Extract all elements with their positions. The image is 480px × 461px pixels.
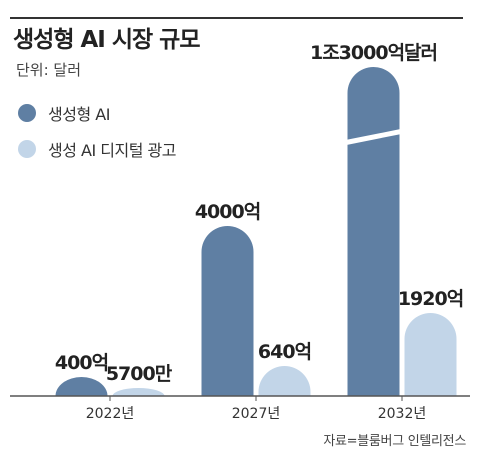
source-note: 자료=블룸버그 인텔리전스: [323, 434, 466, 449]
title-rule: [10, 17, 463, 19]
legend-swatch-light: [18, 140, 36, 158]
x-tick-label: 2022년: [86, 406, 135, 422]
unit-label: 단위: 달러: [16, 61, 82, 79]
x-tick-label: 2032년: [378, 406, 427, 422]
legend-item-generative-ai: 생성형 AI: [18, 101, 110, 125]
bar-value-label: 4000억: [195, 201, 260, 223]
legend-label: 생성형 AI: [48, 105, 110, 124]
chart-title: 생성형 AI 시장 규모: [13, 27, 200, 53]
bar-digital-ad-2: [404, 313, 457, 396]
bar-generative-ai-2: [347, 67, 400, 396]
legend-item-digital-ad: 생성 AI 디지털 광고: [18, 137, 176, 161]
bar-generative-ai-0: [55, 377, 108, 396]
bar-generative-ai-1: [201, 226, 254, 396]
bar-digital-ad-1: [258, 366, 311, 396]
x-tick-label: 2027년: [232, 406, 281, 422]
legend-label: 생성 AI 디지털 광고: [48, 141, 176, 160]
axis-break-mark: [343, 128, 404, 146]
bar-value-label: 400억: [55, 352, 108, 374]
bar-value-label: 640억: [258, 341, 311, 363]
bar-value-label: 1920억: [398, 288, 463, 310]
bar-digital-ad-0: [112, 388, 165, 396]
bar-value-label: 5700만: [106, 363, 173, 385]
legend-swatch-dark: [18, 104, 36, 122]
bar-value-label: 1조3000억달러: [310, 42, 437, 64]
